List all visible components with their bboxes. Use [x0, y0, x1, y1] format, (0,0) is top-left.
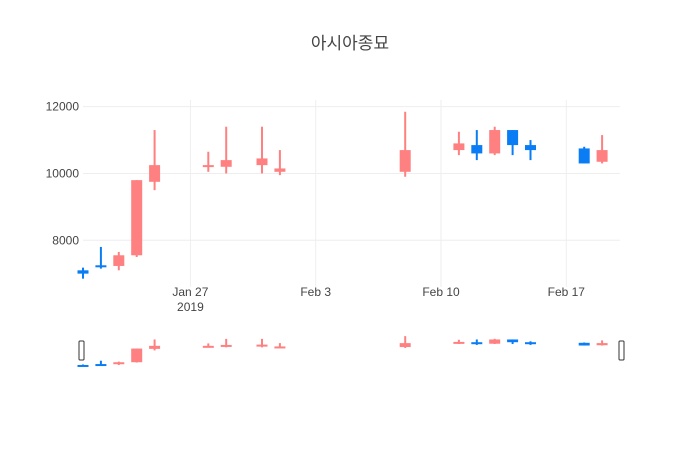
slider-candle-body [596, 343, 608, 346]
candle [95, 246, 107, 269]
candle-body [471, 145, 483, 154]
candle-body [256, 158, 268, 166]
candle-body [274, 168, 286, 172]
slider-candle-body [77, 364, 89, 367]
chart-title: 아시아종묘 [311, 34, 389, 53]
candle [525, 140, 536, 161]
slider-candle [131, 348, 143, 363]
candle [256, 126, 268, 174]
slider-candle-body [399, 343, 411, 348]
candle-body [507, 130, 519, 146]
candle-body [113, 255, 125, 266]
slider-candle [274, 343, 286, 349]
slider-candle-body [256, 344, 268, 347]
slider-candle [525, 341, 536, 345]
slider-candle-body [202, 345, 214, 348]
slider-candle-body [525, 342, 536, 345]
candle-body [202, 165, 214, 168]
x-tick-label: Feb 17 [548, 285, 586, 299]
slider-candle-body [131, 348, 143, 363]
slider-candle [578, 342, 590, 346]
slider-candle [256, 338, 268, 348]
slider-candle-body [507, 339, 519, 343]
slider-left-handle[interactable] [78, 340, 85, 361]
candle [149, 130, 161, 191]
x-tick-label: Jan 27 [172, 285, 208, 299]
slider-candle-body [453, 341, 465, 344]
candle-body [220, 160, 232, 167]
range-slider[interactable] [77, 336, 625, 367]
slider-candle-body [489, 339, 501, 344]
candle [202, 151, 214, 172]
candle [274, 150, 286, 176]
candle-body [453, 143, 465, 151]
candle [471, 130, 483, 161]
candle [596, 135, 608, 164]
candle-body [525, 145, 536, 151]
candle-body [489, 130, 501, 154]
candle-body [149, 165, 161, 182]
candle [489, 126, 501, 156]
candle [77, 267, 89, 279]
slider-candle-body [471, 342, 483, 345]
slider-candle [507, 339, 519, 345]
slider-candle-body [95, 364, 107, 367]
candle [453, 131, 465, 156]
candle [507, 130, 519, 156]
candle-body [596, 150, 608, 162]
slider-candle [220, 338, 232, 348]
slider-right-handle[interactable] [618, 340, 625, 361]
candle [399, 111, 411, 177]
slider-candle [489, 338, 501, 345]
candle [220, 126, 232, 174]
slider-candle-body [578, 342, 590, 346]
candle [578, 146, 590, 164]
slider-candle [113, 361, 125, 365]
slider-candle-body [149, 345, 161, 349]
candle-body [131, 180, 143, 256]
candle-body [578, 148, 590, 164]
y-tick-label: 8000 [52, 233, 79, 247]
slider-candle [202, 343, 214, 348]
slider-candle [471, 339, 483, 345]
slider-candle [596, 340, 608, 346]
y-tick-label: 12000 [46, 100, 80, 114]
x-tick-label: Feb 3 [300, 285, 331, 299]
slider-candle [399, 336, 411, 348]
slider-candle-body [113, 362, 125, 365]
candle-body [95, 265, 107, 268]
candle-body [77, 270, 89, 274]
candle [131, 180, 143, 257]
slider-candle-body [220, 344, 232, 347]
slider-candle-body [274, 346, 286, 349]
slider-candle [453, 339, 465, 345]
candle-body [399, 150, 411, 172]
slider-candle [77, 364, 89, 367]
slider-candle [95, 360, 107, 367]
x-tick-label: Feb 10 [422, 285, 460, 299]
candle [113, 251, 125, 271]
y-tick-label: 10000 [46, 166, 80, 180]
x-tick-sublabel: 2019 [177, 300, 204, 314]
slider-candle [149, 339, 161, 351]
